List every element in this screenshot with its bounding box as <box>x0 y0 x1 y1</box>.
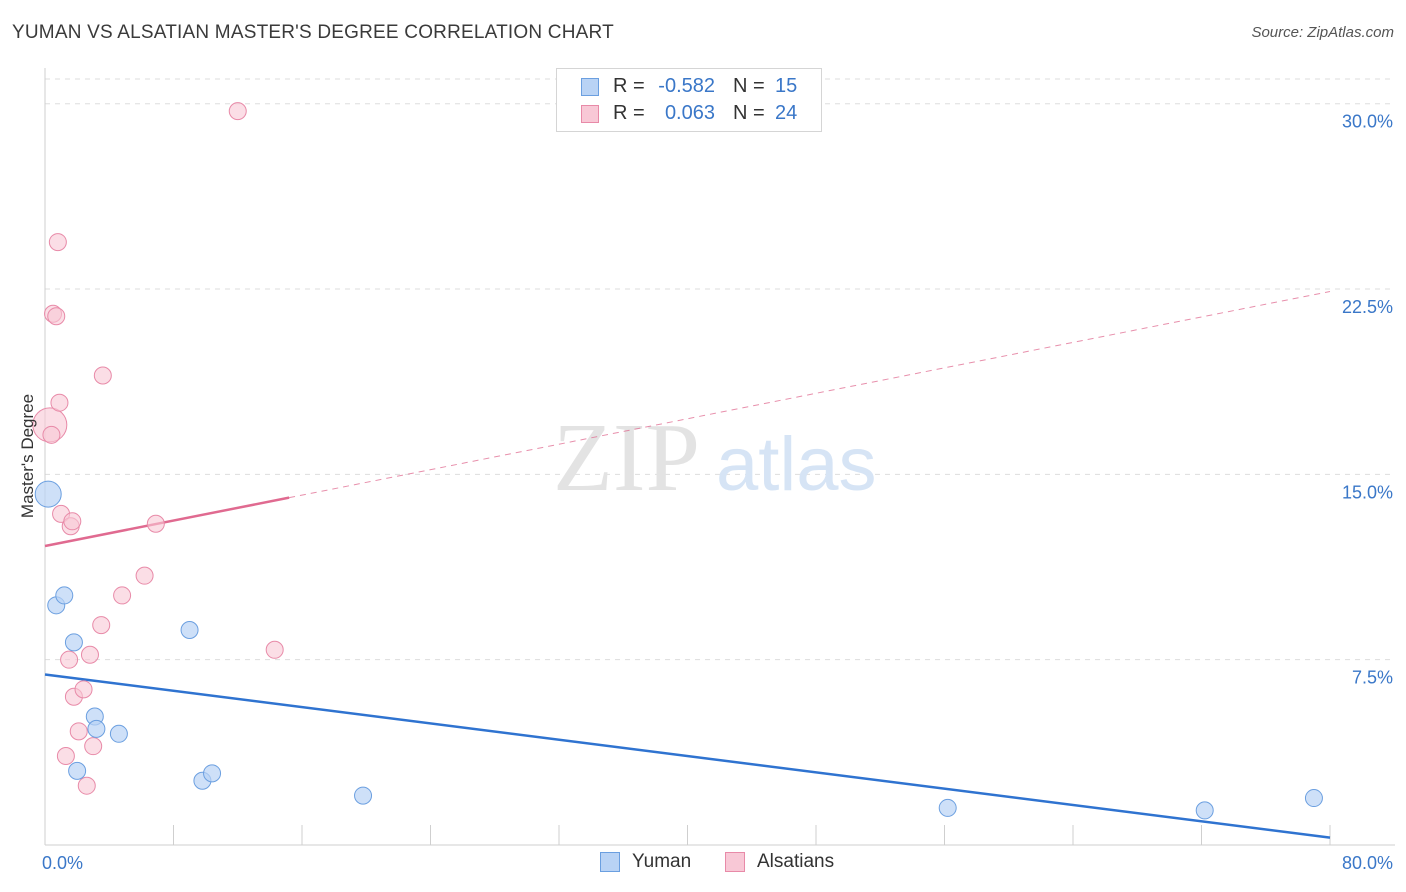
y-tick-label: 7.5% <box>1352 668 1393 688</box>
y-tick-label: 30.0% <box>1342 112 1393 132</box>
grid-lines <box>45 78 1395 661</box>
yuman-swatch <box>581 77 599 96</box>
legend-n-value: 24 <box>775 102 798 124</box>
alsatians-point <box>265 640 284 659</box>
yuman-point <box>1195 801 1214 820</box>
watermark-zip: ZIP <box>553 404 700 512</box>
legend-item-alsatians: Alsatians <box>725 851 834 873</box>
alsatians-legend-swatch <box>725 852 745 872</box>
yuman-legend-label: Yuman <box>632 851 692 872</box>
x-tick-label: 0.0% <box>42 853 83 873</box>
alsatians-swatch <box>581 104 599 123</box>
alsatians-legend-label: Alsatians <box>757 851 835 872</box>
axis-labels: 7.5% 15.0% 22.5% 30.0% 0.0% 80.0% Master's Deg… <box>18 112 1393 873</box>
yuman-trend-line <box>44 673 1331 839</box>
legend-r-value: 0.063 <box>664 102 715 124</box>
alsatians-point <box>77 776 96 795</box>
yuman-point <box>109 724 128 743</box>
watermark: ZIP atlas <box>553 404 877 512</box>
alsatians-point <box>47 307 66 326</box>
alsatians-point <box>93 366 112 385</box>
correlation-legend: R = -0.582 N = 15 R = 0.063 N = 24 <box>556 68 822 132</box>
yuman-point <box>203 764 222 783</box>
alsatians-point <box>135 566 154 585</box>
legend-r-label: R = <box>613 75 645 97</box>
yuman-point <box>1304 789 1323 808</box>
y-axis-title: Master's Degree <box>18 394 37 518</box>
yuman-legend-swatch <box>600 852 620 872</box>
trend-lines <box>44 291 1331 839</box>
yuman-point <box>64 633 83 652</box>
yuman-point <box>34 480 62 508</box>
legend-n-value: 15 <box>775 75 798 97</box>
alsatians-point <box>74 680 93 699</box>
alsatians-point <box>48 233 67 252</box>
axes <box>44 68 1395 846</box>
alsatians-point <box>84 737 103 756</box>
alsatians-point <box>50 393 69 412</box>
series-legend: Yuman Alsatians <box>0 851 1406 877</box>
yuman-point <box>938 798 957 817</box>
alsatians-point <box>92 616 111 635</box>
legend-n-label: N = <box>733 102 765 124</box>
x-tick-label: 80.0% <box>1342 853 1393 873</box>
alsatians-point <box>63 512 82 531</box>
yuman-point <box>55 586 74 605</box>
legend-row-yuman: R = -0.582 N = 15 <box>557 73 797 100</box>
data-points <box>32 102 1323 820</box>
yuman-point <box>354 786 373 805</box>
yuman-point <box>68 761 87 780</box>
alsatians-point <box>146 514 165 533</box>
legend-n-label: N = <box>733 75 765 97</box>
legend-item-yuman: Yuman <box>600 851 691 873</box>
legend-r-value: -0.582 <box>658 75 715 97</box>
y-tick-label: 15.0% <box>1342 482 1393 502</box>
watermark-atlas: atlas <box>716 422 877 507</box>
chart-title: YUMAN VS ALSATIAN MASTER'S DEGREE CORREL… <box>12 22 614 43</box>
alsatians-trend-line <box>44 496 290 548</box>
legend-row-alsatians: R = 0.063 N = 24 <box>557 100 797 127</box>
alsatians-point <box>228 102 247 121</box>
y-tick-label: 22.5% <box>1342 297 1393 317</box>
alsatians-point <box>42 425 61 444</box>
source-label: Source: ZipAtlas.com <box>1251 24 1394 41</box>
legend-r-label: R = <box>613 102 645 124</box>
alsatians-point <box>80 645 99 664</box>
alsatians-trend-extension <box>289 291 1331 499</box>
yuman-point <box>180 621 199 640</box>
alsatians-point <box>69 722 88 741</box>
alsatians-point <box>60 650 79 669</box>
alsatians-point <box>56 747 75 766</box>
yuman-point <box>87 719 106 738</box>
alsatians-point <box>113 586 132 605</box>
